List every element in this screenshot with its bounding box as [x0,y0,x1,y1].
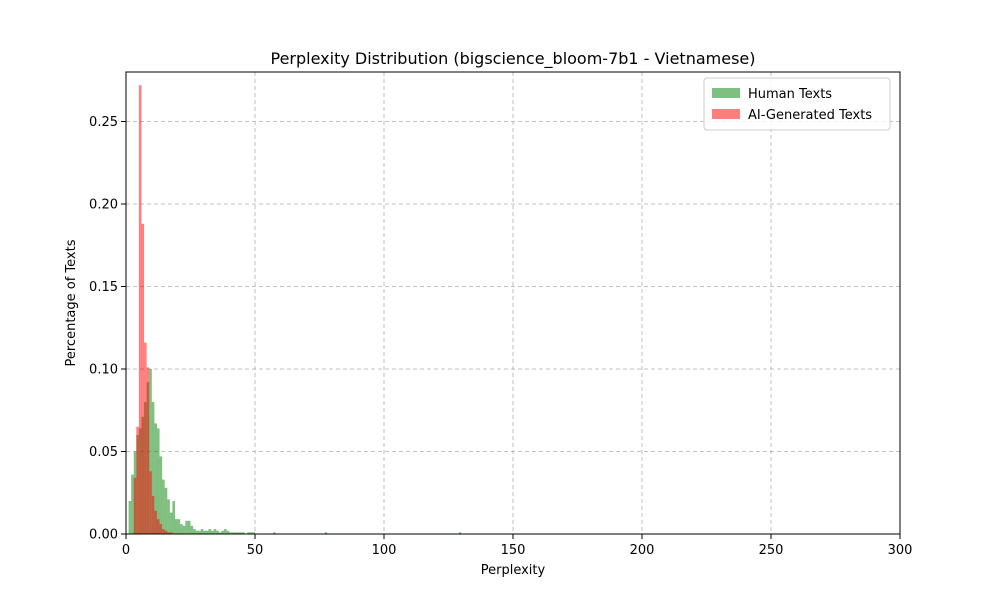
histogram-bar [203,530,206,534]
histogram-bar [156,428,160,534]
histogram-bar [198,530,201,534]
y-tick-label: 0.00 [89,528,118,543]
histogram-bar [458,532,462,534]
histogram-bar [133,477,137,534]
x-tick-label: 150 [501,543,526,558]
histogram-bar [169,532,173,534]
y-axis-label: Percentage of Texts [64,239,79,366]
histogram-bar [151,402,155,534]
histogram-bar [213,529,217,534]
histogram-bar [324,532,328,534]
legend: Human Texts AI-Generated Texts [703,77,891,131]
series-ai-bars [133,85,173,535]
y-tick-label: 0.10 [89,363,118,378]
histogram-bar [156,519,160,534]
histogram-bar [136,426,139,534]
histogram-bar [144,342,147,534]
x-tick-label: 100 [372,543,397,558]
histogram-bar [172,501,176,534]
histogram-bar [138,85,142,534]
histogram-bar [149,471,152,534]
x-tick-label: 0 [122,543,130,558]
histogram-bar [231,532,235,534]
histogram-bar [164,530,168,534]
histogram-bar [224,529,227,534]
histogram-bar [236,532,240,534]
histogram-bar [205,530,209,534]
histogram-bar [177,519,181,534]
x-tick-label: 200 [630,543,655,558]
y-tick-label: 0.25 [89,115,118,130]
histogram-bar [128,501,132,534]
histogram-bar [162,529,165,534]
histogram-bar [221,530,225,534]
y-axis-ticks: 0.00 0.05 0.10 0.15 0.20 0.25 [89,115,126,543]
histogram-bar [185,520,188,534]
histogram-bar [211,530,214,534]
y-tick-label: 0.20 [89,198,118,213]
histogram-bar [175,519,178,534]
histogram-bar [131,474,134,534]
histogram-bar [252,532,255,534]
x-tick-label: 250 [759,543,784,558]
histogram-bar [154,510,157,534]
histogram-bar [141,223,145,535]
histogram-bar [226,530,230,534]
histogram-bar [247,532,250,534]
x-tick-label: 300 [888,543,913,558]
histogram-bar [190,525,194,534]
histogram-bar [151,496,155,534]
legend-label: AI-Generated Texts [748,108,872,123]
histogram-bar [146,367,150,534]
histogram-bar [180,524,183,534]
histogram-bar [234,532,237,534]
y-tick-label: 0.05 [89,445,118,460]
histogram-bar [273,532,276,534]
y-tick-label: 0.15 [89,280,118,295]
x-axis-ticks: 0 50 100 150 200 250 300 [122,534,913,558]
histogram-bar [216,530,219,534]
chart-title: Perplexity Distribution (bigscience_bloo… [271,49,756,69]
x-axis-label: Perplexity [481,563,546,578]
histogram-bar [169,512,173,534]
legend-swatch [712,88,740,98]
histogram-bar [159,456,163,534]
histogram-bar [208,529,212,534]
histogram-bar [159,524,163,534]
histogram-bar [195,530,199,534]
histogram-bar [149,369,152,534]
legend-swatch [712,109,740,119]
histogram-bar [167,532,170,534]
histogram-bar [242,532,245,534]
histogram-bar [167,499,170,534]
histogram-bar [200,529,204,534]
legend-box [703,77,891,131]
histogram-bar [164,487,168,534]
histogram-bar [193,529,196,534]
histogram-bar [239,532,243,534]
bars [128,85,462,535]
histogram-bar [182,525,186,534]
histogram-bar [218,532,222,534]
histogram-bar [162,479,165,534]
legend-label: Human Texts [748,87,832,102]
histogram-bar [154,423,157,534]
histogram-bar [249,532,253,534]
histogram-bar [187,520,191,534]
x-tick-label: 50 [247,543,264,558]
histogram-bar [229,532,232,534]
